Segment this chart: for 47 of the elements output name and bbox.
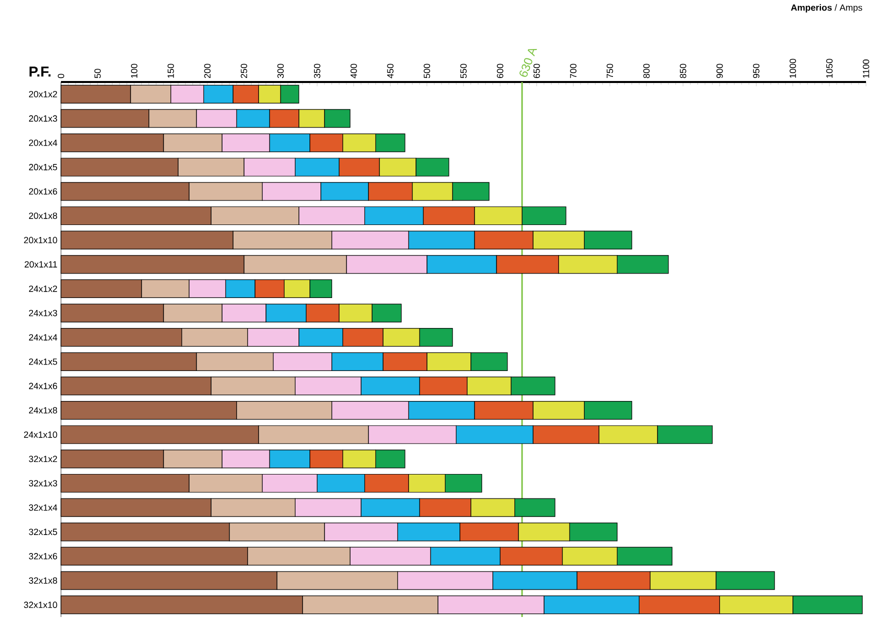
x-tick-label: 300 [277, 64, 284, 78]
y-tick-label: 24x1x10 [24, 431, 58, 438]
y-tick-label: 32x1x3 [28, 480, 58, 486]
chart-title: Amperios / Amps [790, 4, 862, 12]
x-tick-label: 1100 [862, 60, 870, 78]
y-tick-label: 24x1x4 [29, 334, 58, 340]
y-tick-label: 24x1x2 [29, 286, 58, 292]
x-tick-label: 450 [387, 64, 394, 78]
x-tick-label: 1050 [826, 58, 833, 78]
x-tick-label: 950 [753, 64, 760, 78]
x-tick-label: 100 [131, 64, 138, 78]
y-tick-label: 32x1x10 [24, 602, 58, 608]
x-tick-label: 150 [168, 64, 174, 78]
y-tick-label: 24x1x6 [29, 382, 58, 390]
y-tick-label: 32x1x2 [28, 456, 58, 462]
y-axis-title: P.F. [30, 66, 51, 76]
x-tick-label: 750 [606, 64, 614, 78]
x-tick-label: 0 [58, 74, 64, 78]
y-tick-label: 24x1x3 [29, 310, 58, 316]
y-tick-label: 20x1x5 [29, 164, 58, 170]
x-tick-label: 600 [496, 64, 504, 78]
x-tick-label: 1000 [790, 58, 796, 78]
y-tick-label: 20x1x2 [29, 90, 58, 98]
y-tick-label: 20x1x6 [29, 188, 58, 195]
y-tick-label: 32x1x8 [28, 577, 58, 584]
x-tick-label: 900 [716, 64, 723, 78]
y-tick-label: 24x1x5 [29, 358, 58, 365]
x-tick-label: 200 [204, 64, 211, 78]
x-tick-label: 250 [240, 64, 248, 78]
y-tick-label: 32x1x4 [28, 504, 58, 511]
x-tick-label: 500 [424, 64, 430, 78]
y-tick-label: 20x1x3 [29, 115, 58, 122]
x-tick-label: 400 [350, 64, 357, 78]
y-tick-label: 32x1x5 [28, 528, 58, 536]
x-tick-label: 800 [643, 64, 650, 78]
y-tick-label: 20x1x8 [29, 212, 58, 219]
y-tick-label: 20x1x10 [24, 236, 58, 244]
x-tick-label: 700 [570, 64, 576, 78]
y-tick-label: 20x1x11 [24, 261, 58, 268]
x-tick-label: 50 [94, 68, 101, 78]
x-tick-label: 550 [460, 64, 467, 78]
x-tick-label: 650 [534, 64, 540, 78]
x-tick-label: 350 [314, 64, 320, 78]
y-tick-label: 32x1x6 [28, 553, 58, 560]
y-tick-label: 20x1x4 [29, 140, 58, 146]
y-tick-label: 24x1x8 [29, 407, 58, 414]
x-tick-label: 850 [680, 64, 686, 78]
